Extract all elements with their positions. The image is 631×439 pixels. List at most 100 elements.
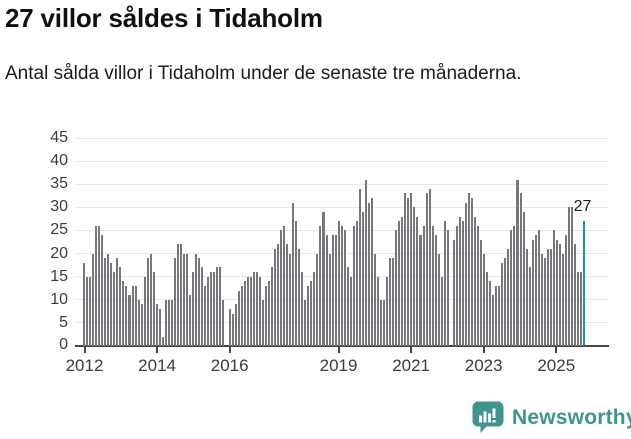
bar	[392, 258, 395, 346]
bar	[267, 281, 270, 346]
bar	[555, 239, 558, 346]
bar	[416, 216, 419, 346]
y-axis-tick-label: 15	[50, 267, 68, 285]
bar	[437, 253, 440, 346]
bar	[292, 202, 295, 346]
bar	[158, 309, 161, 346]
bar	[558, 244, 561, 346]
bar	[571, 207, 574, 346]
bar	[428, 188, 431, 346]
bar	[134, 285, 137, 346]
x-axis-tickmark	[337, 347, 340, 353]
bar	[210, 272, 213, 346]
bar	[195, 253, 198, 346]
bar	[86, 276, 89, 346]
bar	[104, 258, 107, 346]
bar	[370, 198, 373, 346]
bar	[467, 193, 470, 346]
bar	[252, 272, 255, 346]
bar	[561, 253, 564, 346]
x-axis-tickmark	[228, 347, 231, 353]
bar	[395, 230, 398, 346]
bar	[407, 198, 410, 346]
bar	[316, 253, 319, 346]
bar	[128, 295, 131, 346]
bar	[568, 207, 571, 346]
bar	[325, 235, 328, 346]
bar	[176, 244, 179, 346]
brand-name: Newsworthy	[512, 405, 631, 429]
bar	[155, 304, 158, 346]
x-axis-tick-label: 2016	[210, 356, 249, 375]
bar	[389, 258, 392, 346]
bar	[367, 202, 370, 346]
bar	[201, 267, 204, 346]
bar	[213, 272, 216, 346]
bar	[149, 253, 152, 346]
y-axis-tick-label: 25	[50, 221, 68, 239]
bar	[343, 230, 346, 346]
bar	[331, 235, 334, 346]
bar	[525, 248, 528, 346]
bar	[222, 299, 225, 346]
bar	[443, 221, 446, 346]
bar	[519, 193, 522, 346]
bar	[355, 221, 358, 346]
bar	[310, 281, 313, 346]
bar	[498, 285, 501, 346]
x-axis-tick-label: 2014	[138, 356, 176, 375]
bar	[458, 216, 461, 346]
bar	[180, 244, 183, 346]
y-axis-tick-label: 40	[50, 152, 68, 170]
bar	[286, 244, 289, 346]
bar	[204, 285, 207, 346]
bar	[116, 258, 119, 346]
bar	[113, 272, 116, 346]
bar	[364, 179, 367, 346]
bar	[419, 235, 422, 346]
bar	[328, 253, 331, 346]
y-axis-tick-label: 30	[50, 198, 68, 216]
bar	[477, 225, 480, 346]
bar	[173, 258, 176, 346]
bar	[352, 225, 355, 346]
bar	[240, 285, 243, 346]
bar	[92, 253, 95, 346]
bar	[349, 276, 352, 346]
bar	[577, 272, 580, 346]
bar	[258, 276, 261, 346]
chart-title: 27 villor såldes i Tidaholm	[5, 3, 323, 33]
y-axis-tick-label: 45	[50, 129, 68, 146]
highlighted-bar	[583, 221, 586, 346]
bar	[492, 295, 495, 346]
bar	[361, 211, 364, 346]
bar	[313, 272, 316, 346]
bar	[383, 299, 386, 346]
bar	[304, 299, 307, 346]
bar	[237, 290, 240, 346]
bar	[119, 267, 122, 346]
bar	[273, 248, 276, 346]
bar	[580, 272, 583, 346]
bar	[183, 253, 186, 346]
bar	[471, 198, 474, 346]
newsworthy-logo: Newsworthy	[471, 400, 631, 435]
x-axis-tick-label: 2023	[464, 356, 503, 375]
bar	[422, 225, 425, 346]
bar	[167, 299, 170, 346]
y-axis-tick-label: 10	[50, 290, 68, 308]
bar	[234, 304, 237, 346]
bar	[122, 281, 125, 346]
bar	[280, 230, 283, 346]
bar	[455, 225, 458, 346]
bar	[543, 258, 546, 346]
bar	[537, 230, 540, 346]
x-axis-tickmark	[555, 347, 558, 353]
bar	[137, 299, 140, 346]
bar	[143, 276, 146, 346]
bar	[131, 285, 134, 346]
bar	[270, 267, 273, 346]
bar	[83, 262, 86, 346]
gridline	[75, 183, 608, 185]
